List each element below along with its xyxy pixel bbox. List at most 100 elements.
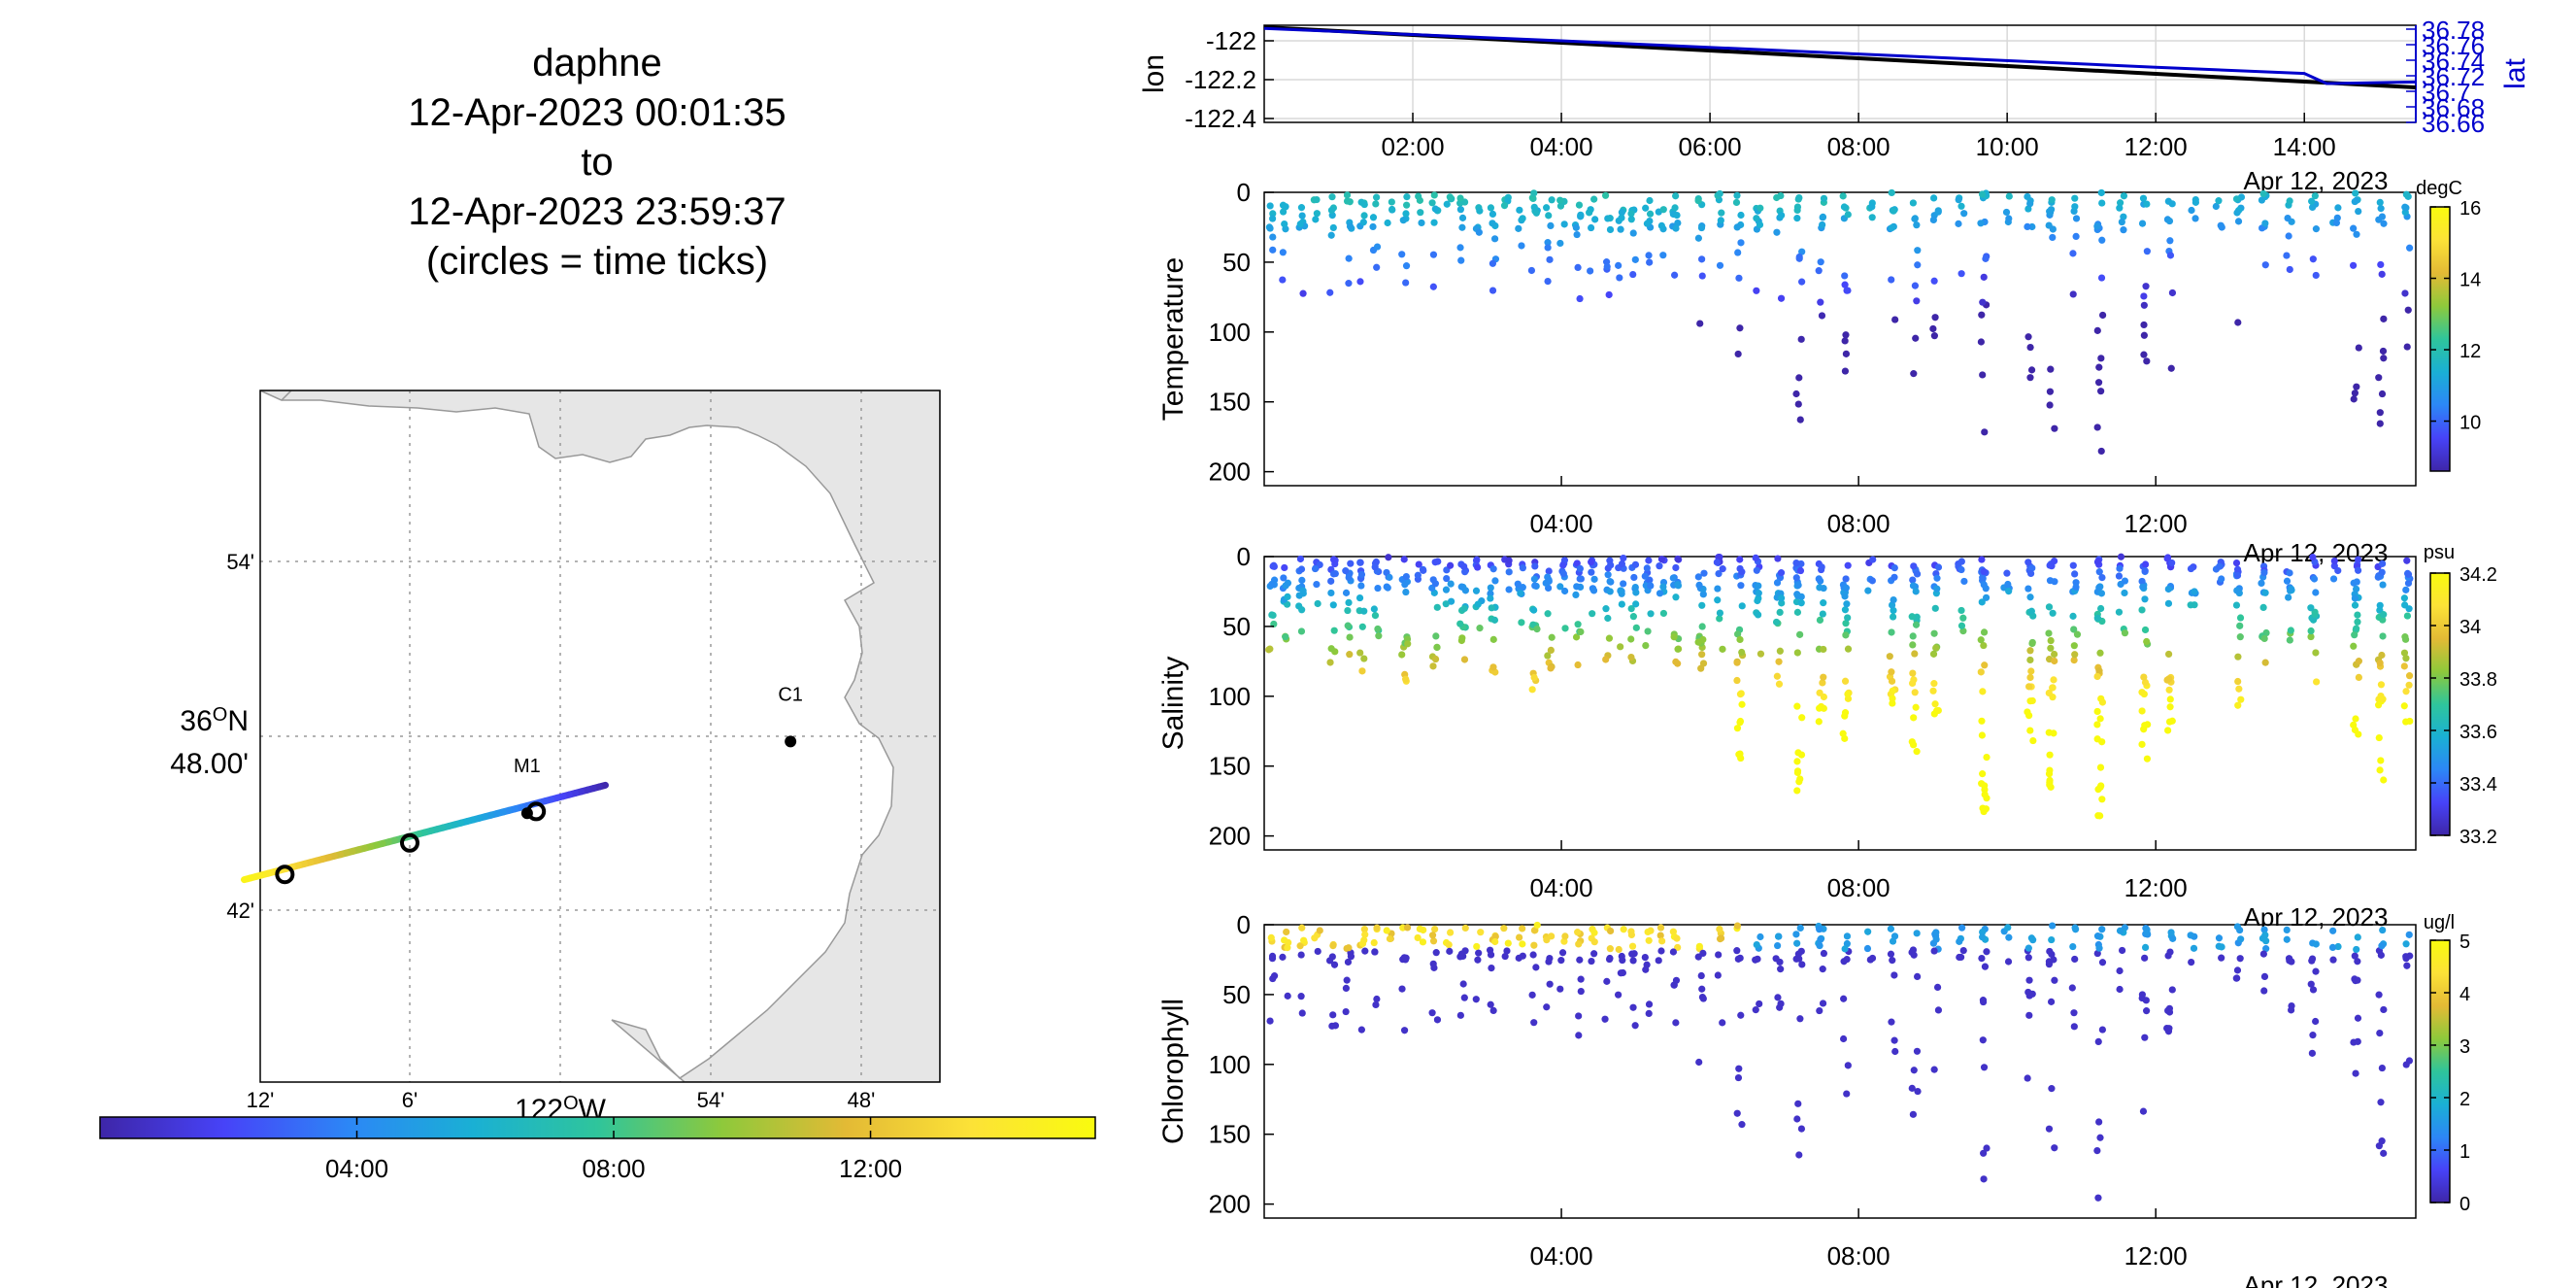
data-point <box>2377 757 2385 764</box>
data-point <box>1913 748 1921 756</box>
data-point <box>2116 927 2124 934</box>
data-point <box>1816 616 1824 625</box>
data-point <box>2351 952 2359 960</box>
data-point <box>1544 239 1552 247</box>
data-point <box>1700 569 1708 577</box>
data-point <box>1755 582 1762 590</box>
data-point <box>2234 653 2242 661</box>
data-point <box>2380 776 2388 784</box>
data-point <box>2405 681 2413 689</box>
data-point <box>1269 246 1277 254</box>
data-point <box>1735 274 1743 282</box>
data-point <box>1431 925 1439 933</box>
data-point <box>2094 1037 2102 1046</box>
data-point <box>2024 585 2032 593</box>
data-point <box>1330 627 1338 634</box>
data-point <box>1912 588 1920 595</box>
data-point <box>2332 219 2341 227</box>
data-point <box>1910 370 1918 378</box>
data-point <box>2351 631 2359 639</box>
data-point <box>1841 367 1850 375</box>
data-point <box>2025 1011 2033 1019</box>
data-point <box>1556 196 1564 204</box>
data-point <box>1909 669 1917 677</box>
data-point <box>1793 608 1802 616</box>
data-point <box>1543 1003 1551 1011</box>
data-point <box>1820 949 1828 958</box>
data-point <box>1733 659 1741 666</box>
data-point <box>1269 215 1277 222</box>
data-point <box>1531 582 1539 590</box>
data-point <box>1820 673 1827 681</box>
data-point <box>2024 954 2032 962</box>
data-point <box>1695 942 1703 950</box>
data-point <box>1342 589 1351 596</box>
data-point <box>2045 770 2054 778</box>
data-point <box>1297 204 1306 212</box>
data-point <box>2353 383 2360 390</box>
data-point <box>1607 561 1615 569</box>
data-point <box>2028 696 2036 705</box>
data-point <box>1641 954 1649 962</box>
data-point <box>1756 1000 1763 1008</box>
data-point <box>2166 703 2174 711</box>
data-point <box>1519 940 1526 948</box>
data-point <box>1844 211 1852 219</box>
data-point <box>1576 564 1584 573</box>
data-point <box>2093 735 2101 743</box>
data-point <box>1420 566 1427 574</box>
data-point <box>2120 226 2127 234</box>
data-point <box>1618 559 1626 568</box>
data-point <box>2143 200 2151 208</box>
data-point <box>2379 347 2388 356</box>
time-tick-circle <box>275 864 295 885</box>
data-point <box>1279 276 1287 284</box>
data-point <box>1402 262 1411 270</box>
data-point <box>1474 563 1482 571</box>
data-point <box>2355 556 2362 563</box>
data-point <box>2350 642 2358 650</box>
data-point <box>2215 197 2223 205</box>
data-point <box>1983 754 1991 762</box>
data-point <box>1547 646 1555 655</box>
data-point <box>1519 215 1526 222</box>
data-point <box>2004 924 2012 932</box>
data-point <box>1713 559 1721 566</box>
map-lon-tick-6: 6' <box>402 1088 418 1112</box>
data-point <box>2141 954 2149 962</box>
data-point <box>2093 721 2101 729</box>
chlorophyll-panel-ytick: 0 <box>1237 910 1251 939</box>
data-point <box>1590 929 1598 936</box>
map-lon-tick-54: 54' <box>697 1088 725 1112</box>
data-point <box>1978 598 1986 606</box>
data-point <box>1930 680 1938 688</box>
data-point <box>2310 575 2319 583</box>
data-point <box>2095 568 2103 576</box>
data-point <box>2093 932 2102 940</box>
data-point <box>1531 562 1539 570</box>
data-point <box>1934 1006 1943 1014</box>
data-point <box>1696 320 1704 327</box>
data-point <box>2191 215 2199 222</box>
data-point <box>1533 625 1541 633</box>
data-point <box>2098 199 2106 207</box>
data-point <box>1357 582 1365 590</box>
data-point <box>1841 606 1850 614</box>
data-point <box>1487 1000 1494 1008</box>
data-point <box>1414 571 1422 579</box>
data-point <box>1980 567 1988 576</box>
data-point <box>1656 924 1665 932</box>
data-point <box>1776 647 1784 655</box>
data-point <box>1329 1011 1337 1019</box>
data-point <box>2212 202 2220 211</box>
data-point <box>2378 568 2386 576</box>
data-point <box>1601 191 1610 199</box>
data-point <box>1887 950 1895 958</box>
data-point <box>1627 635 1635 643</box>
data-point <box>2138 991 2147 999</box>
data-point <box>2071 203 2079 211</box>
data-point <box>1417 209 1424 217</box>
data-point <box>1910 714 1918 722</box>
data-point <box>1543 204 1551 212</box>
data-point <box>2072 583 2080 591</box>
